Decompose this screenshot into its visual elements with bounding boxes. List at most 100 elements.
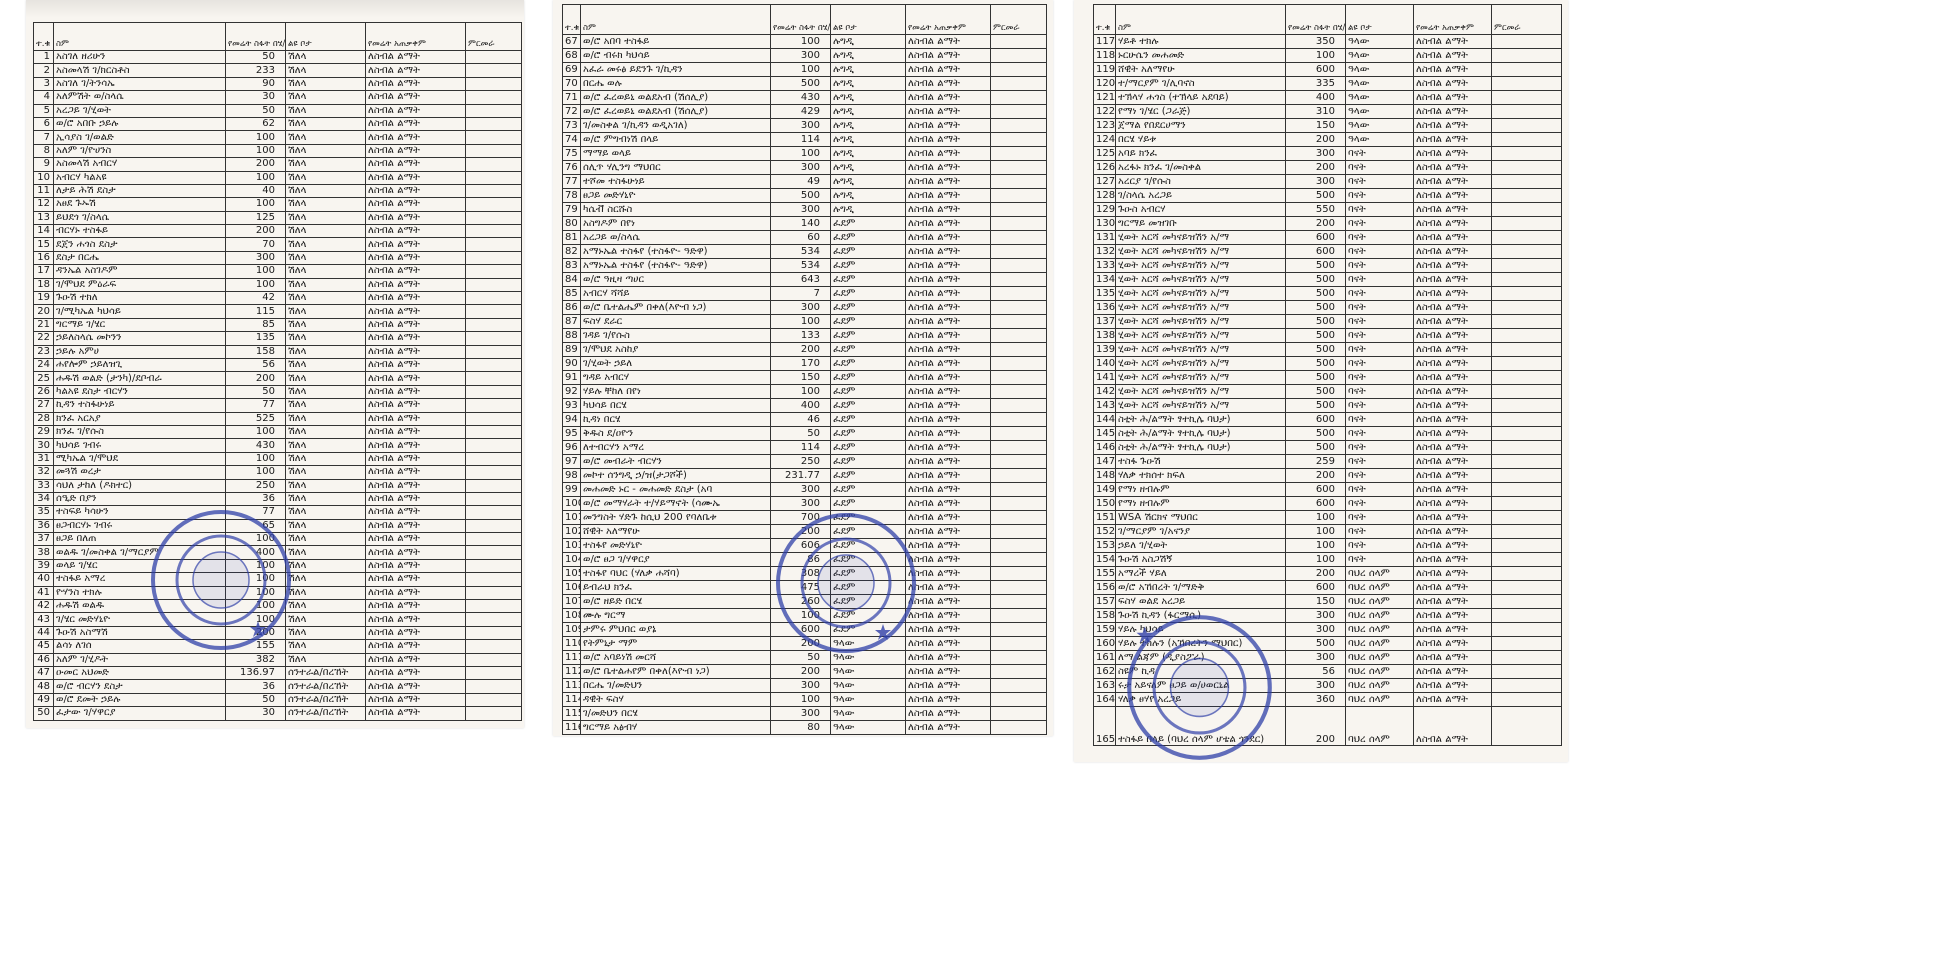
row-land-use: ለስብል ልማት	[365, 210, 466, 226]
row-remark	[465, 438, 522, 453]
row-location: ሽለላ	[285, 545, 366, 560]
table-row: 17 ዳንኤል አስገዶም 100 ሽለላ ለስብል ልማት	[33, 264, 522, 279]
row-location: ሽለላ	[285, 599, 366, 614]
row-land-use: ለስብል ልማት	[365, 465, 466, 480]
table-row: 122 የማነ ገ/ሄር (ጋራጅ) 310 ዓላው ለስብል ልማት	[1093, 104, 1562, 119]
table-row: 43 ገ/ሄር መድሃኒዮ 100 ሽለላ ለስብል ልማት	[33, 612, 522, 627]
row-number: 120	[1093, 76, 1116, 91]
table-row: 31 ሚካኤል ገ/ሞህደ 100 ሽለላ ለስብል ልማት	[33, 451, 522, 467]
row-area: 500	[1285, 286, 1346, 301]
row-land-use: ለስብል ልማት	[365, 237, 466, 252]
table-row: 69 አፈራ መሩፅ ይደንጉ ገ/ኪዳን 100 ሉግዲ ለስብል ልማት	[562, 62, 1047, 77]
row-remark	[990, 48, 1047, 63]
row-name: አስገለ ዘሪሁን	[53, 49, 226, 65]
table-row: 141 ሂወት አርሻ መካናይዝሽን አ/ማ 500 ባናት ለስብል ልማት	[1093, 370, 1562, 385]
row-name: ኪዳነ በርሄ	[580, 412, 771, 427]
row-remark	[465, 478, 522, 493]
row-location: ፈደም	[830, 258, 906, 273]
row-land-use: ለስብል ልማት	[905, 482, 991, 497]
row-location: ባናት	[1345, 454, 1414, 469]
row-area: 80	[770, 720, 831, 735]
row-land-use: ለስብል ልማት	[365, 438, 466, 453]
row-location: ባናት	[1345, 258, 1414, 273]
row-remark	[465, 665, 522, 681]
row-name: ሂወት አርሻ መካናይዝሽን አ/ማ	[1115, 328, 1286, 343]
row-area: 114	[770, 132, 831, 147]
row-name: ተስፋ ጉዑሽ	[1115, 454, 1286, 469]
row-area: 100	[1285, 48, 1346, 63]
row-name: ለተብርሃን አማረ	[580, 440, 771, 455]
row-remark	[990, 384, 1047, 399]
row-area: 500	[1285, 314, 1346, 329]
row-remark	[990, 496, 1047, 511]
row-location: ባህረ ሰላም	[1345, 692, 1414, 707]
row-number: 95	[562, 426, 581, 441]
row-number: 162	[1093, 664, 1116, 679]
row-number: 75	[562, 146, 581, 161]
table-row: 33 ሳህለ ታከለ (ዶክተር) 250 ሽለላ ለስብል ልማት	[33, 478, 522, 493]
table-row: 13 ይህደጎ ገ/ስላሴ 125 ሽለላ ለስብል ልማት	[33, 210, 522, 226]
row-area: 100	[225, 572, 286, 587]
row-location: ዓላው	[830, 650, 906, 665]
row-name: አባይ ክንፈ	[1115, 146, 1286, 161]
row-area: 100	[225, 558, 286, 574]
row-location: ሉግዲ	[830, 90, 906, 105]
row-location: ፈደም	[830, 314, 906, 329]
table-row: 19 ጉዑሽ ተክለ 42 ሽለላ ለስብል ልማት	[33, 291, 522, 306]
row-name: ወ/ሮ ምግብነሽ በላይ	[580, 132, 771, 147]
row-name: ዳንኤል አስገዶም	[53, 264, 226, 279]
row-remark	[1491, 300, 1562, 315]
row-name: ወ/ሮ ፈረወይኒ ወልደአብ (ሽሰሊያ)	[580, 104, 771, 119]
row-number: 130	[1093, 216, 1116, 231]
row-name: ይህደጎ ገ/ስላሴ	[53, 210, 226, 226]
header-no: ተ.ቁ	[1093, 4, 1116, 35]
row-area: 100	[770, 608, 831, 623]
row-land-use: ለስብል ልማት	[365, 250, 466, 266]
row-remark	[1491, 594, 1562, 609]
table-row: 158 ጉዑሽ ኪዳን (ፋርማሲ) 300 ባህረ ሰላም ለስብል ልማት	[1093, 608, 1562, 623]
row-land-use: ለስብል ልማት	[365, 291, 466, 306]
row-number: 87	[562, 314, 581, 329]
row-location: ፈደም	[830, 356, 906, 371]
row-number: 47	[33, 665, 54, 681]
row-land-use: ለስብል ልማት	[1413, 160, 1492, 175]
row-land-use: ለስብል ልማት	[1413, 132, 1492, 147]
row-name: ሂወት አርሻ መካናይዝሽን አ/ማ	[1115, 314, 1286, 329]
header-name: ስም	[580, 4, 771, 35]
row-number: 27	[33, 398, 54, 413]
row-remark	[990, 174, 1047, 189]
table-row: 142 ሂወት አርሻ መካናይዝሽን አ/ማ 500 ባናት ለስብል ልማት	[1093, 384, 1562, 399]
row-number: 121	[1093, 90, 1116, 105]
row-name: ጉዑሽ ኪዳን (ፋርማሲ)	[1115, 608, 1286, 623]
row-name: ገዳይ ገ/የሱስ	[580, 328, 771, 343]
row-land-use: ለስብል ልማት	[905, 594, 991, 609]
table-row: 5 አረጋይ ገ/ሂወት 50 ሽለላ ለስብል ልማት	[33, 103, 522, 118]
row-name: አፈራ መሩፅ ይደንጉ ገ/ኪዳን	[580, 62, 771, 77]
row-name: ወ/ሮ አኸበረት ገ/ማድቅ	[1115, 580, 1286, 595]
row-area: 50	[225, 692, 286, 708]
row-area: 77	[225, 505, 286, 520]
row-land-use: ለስብል ልማት	[905, 132, 991, 147]
row-remark	[465, 599, 522, 614]
row-land-use: ለስብል ልማት	[365, 224, 466, 239]
row-remark	[990, 580, 1047, 595]
table-row: 87 ፍስሃ ደራር 100 ፈደም ለስብል ልማት	[562, 314, 1047, 329]
row-number: 110	[562, 636, 581, 651]
row-remark	[990, 146, 1047, 161]
table-row: 49 ወ/ሮ ደመት ኃይሉ 50 ሰንተራል/በረኸት ለስብል ልማት	[33, 692, 522, 708]
row-location: ሉግዲ	[830, 48, 906, 63]
header-use: የመሬት አጠቃቀም	[365, 22, 466, 51]
row-name: ገ/ስላሴ አረጋይ	[1115, 188, 1286, 203]
row-number: 163	[1093, 678, 1116, 693]
row-number: 104	[562, 552, 581, 567]
table-row: 161 ለማ ልጃም (ዲያስፖራ) 300 ባህረ ሰላም ለስብል ልማት	[1093, 650, 1562, 665]
table-row: 143 ሂወት አርሻ መካናይዝሽን አ/ማ 500 ባናት ለስብል ልማት	[1093, 398, 1562, 413]
table-row: 4 አለምሽት ወ/ስላሴ 30 ሽለላ ለስብል ልማት	[33, 90, 522, 105]
table-row: 133 ሂወት አርሻ መካናይዝሽን አ/ማ 500 ባናት ለስብል ልማት	[1093, 258, 1562, 273]
row-location: ፈደም	[830, 622, 906, 637]
table-row: 124 በርሄ ሃይቱ 200 ዓላው ለስብል ልማት	[1093, 132, 1562, 147]
row-land-use: ለስብል ልማት	[365, 572, 466, 587]
row-number: 21	[33, 317, 54, 333]
